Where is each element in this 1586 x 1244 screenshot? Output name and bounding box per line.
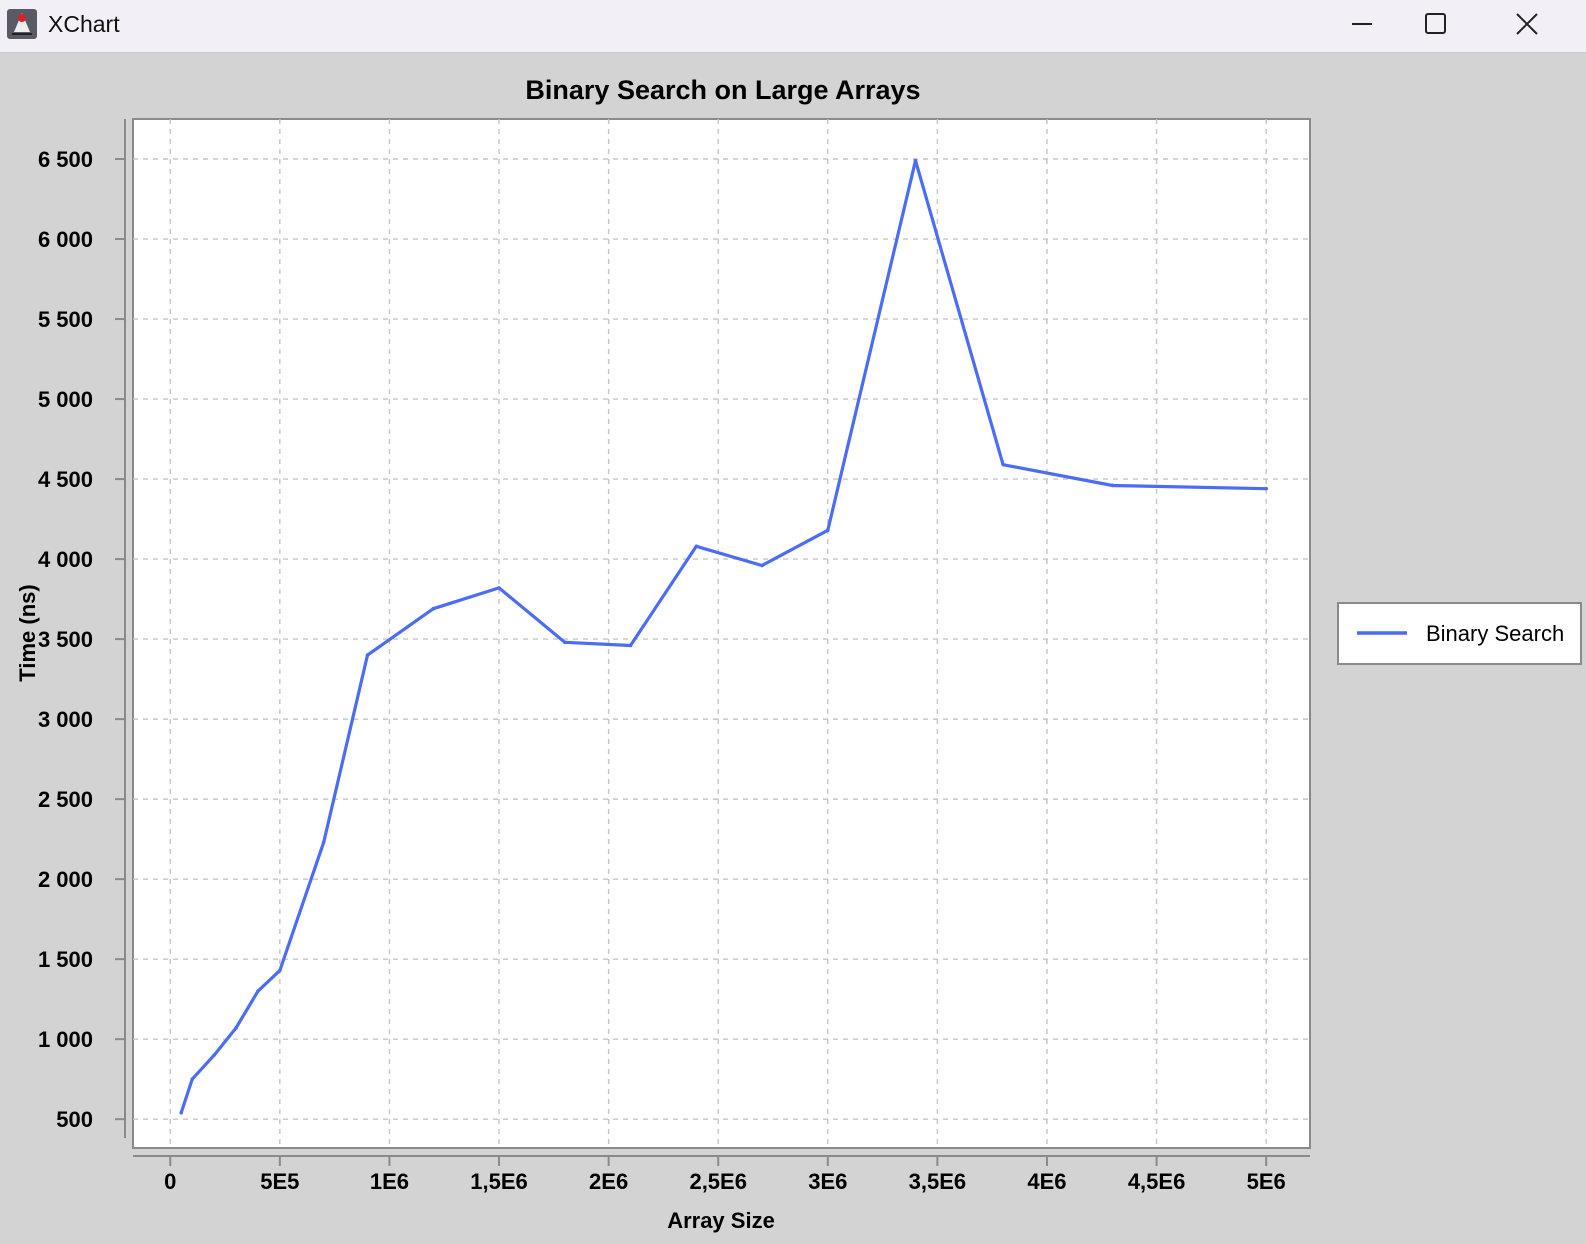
title-bar: XChart — [0, 0, 1586, 53]
maximize-button[interactable] — [1406, 0, 1496, 52]
java-duke-icon — [7, 9, 37, 39]
minimize-icon — [1352, 23, 1372, 25]
data-point — [321, 840, 326, 845]
legend-label: Binary Search — [1426, 621, 1564, 646]
x-tick-label: 5E6 — [1247, 1169, 1286, 1194]
x-tick-label: 2E6 — [589, 1169, 628, 1194]
window-title: XChart — [48, 11, 120, 37]
data-point — [562, 640, 567, 645]
series-layer — [179, 158, 1268, 1115]
data-point — [179, 1110, 184, 1115]
x-tick-label: 5E5 — [260, 1169, 299, 1194]
data-point — [365, 653, 370, 657]
y-axis-title: Time (ns) — [15, 584, 40, 681]
x-axis: 0 5E5 1E6 1,5E6 2E6 2,5E6 3E6 3,5E6 4E6 4,5E6 5E6 — [164, 1156, 1286, 1194]
chart-title: Binary Search on Large Arrays — [525, 75, 920, 105]
x-tick-label: 3,5E6 — [909, 1169, 967, 1194]
plot-area — [132, 118, 1311, 1149]
data-point — [234, 1026, 238, 1030]
legend: Binary Search — [1337, 602, 1582, 665]
data-point — [190, 1077, 194, 1081]
y-tick-label: 5 500 — [38, 307, 93, 332]
y-tick-label: 1 500 — [38, 947, 93, 972]
x-tick-label: 1E6 — [370, 1169, 409, 1194]
y-tick-label: 1 000 — [38, 1027, 93, 1052]
maximize-icon — [1425, 13, 1446, 34]
y-tick-label: 3 500 — [38, 627, 93, 652]
x-tick-label: 0 — [164, 1169, 176, 1194]
y-tick-label: 4 000 — [38, 547, 93, 572]
chart: Binary Search on Large Arrays 500 1 000 1 … — [15, 75, 1582, 1233]
data-point — [694, 544, 699, 549]
close-button[interactable] — [1496, 0, 1586, 52]
data-point — [1264, 486, 1268, 491]
y-tick-label: 4 500 — [38, 467, 93, 492]
y-tick-label: 2 000 — [38, 867, 93, 892]
y-tick-label: 6 000 — [38, 227, 93, 252]
grid — [133, 119, 1310, 1148]
close-icon — [1516, 13, 1538, 35]
data-point — [628, 643, 633, 648]
data-point — [278, 968, 282, 973]
y-tick-label: 6 500 — [38, 147, 93, 172]
x-tick-label: 2,5E6 — [689, 1169, 747, 1194]
data-point — [1001, 462, 1005, 467]
x-tick-label: 4E6 — [1027, 1169, 1066, 1194]
data-point — [1110, 483, 1115, 488]
data-point — [826, 528, 830, 533]
data-point — [431, 606, 436, 611]
data-point — [497, 586, 501, 590]
x-tick-label: 1,5E6 — [470, 1169, 528, 1194]
data-point — [913, 158, 918, 163]
data-point — [212, 1053, 216, 1057]
x-tick-label: 3E6 — [808, 1169, 847, 1194]
x-axis-title: Array Size — [667, 1208, 775, 1233]
y-tick-label: 5 000 — [38, 387, 93, 412]
data-point — [256, 989, 260, 993]
x-tick-label: 4,5E6 — [1128, 1169, 1186, 1194]
y-tick-label: 3 000 — [38, 707, 93, 732]
y-axis: 500 1 000 1 500 2 000 2 500 3 000 3 500 4 000 4 … — [38, 147, 125, 1132]
y-tick-label: 2 500 — [38, 787, 93, 812]
y-tick-label: 500 — [56, 1107, 93, 1132]
minimize-button[interactable] — [1316, 0, 1406, 52]
data-point — [760, 563, 764, 568]
